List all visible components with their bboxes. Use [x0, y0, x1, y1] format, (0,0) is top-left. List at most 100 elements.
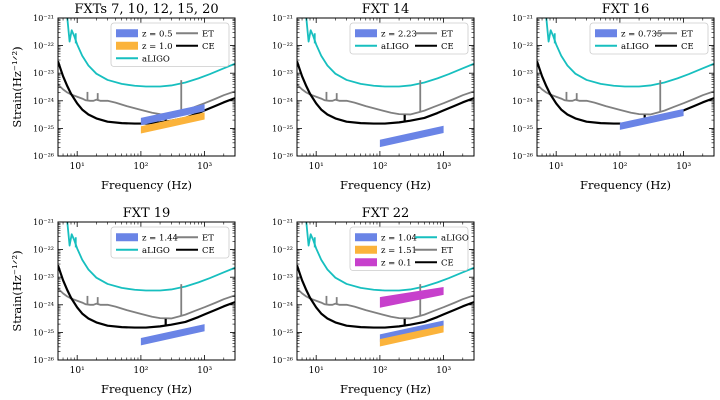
band-z0-1 [379, 287, 444, 308]
panel-fxt-16: FXT 16 Frequency (Hz) 10⁻²⁶ 10⁻²⁵ 10⁻²⁴ 10⁻… [512, 2, 715, 192]
y-tick-label: 10⁻²⁴ [272, 301, 293, 310]
y-tick-label: 10⁻²⁵ [272, 124, 293, 133]
legend-swatch [355, 258, 377, 267]
y-tick-label: 10⁻²¹ [33, 218, 54, 227]
x-tick-label: 10² [372, 162, 387, 172]
plot-area [297, 222, 474, 347]
plot-frame [57, 221, 236, 361]
y-axis-label: Strain(Hz⁻¹ᐟ²) [10, 46, 24, 127]
legend-label: z = 1.0 [142, 42, 173, 52]
y-tick-label: 10⁻²⁶ [33, 152, 54, 161]
y-tick-label: 10⁻²¹ [272, 218, 293, 227]
ce-curve [58, 60, 235, 125]
plot-area [537, 18, 714, 130]
legend-label: aLIGO [142, 54, 170, 64]
legend-label: aLIGO [441, 233, 469, 243]
legend-swatch [116, 233, 138, 242]
y-tick-label: 10⁻²⁴ [33, 97, 54, 106]
x-axis-label: Frequency (Hz) [580, 178, 671, 192]
y-tick-label: 10⁻²⁵ [33, 328, 54, 337]
y-tick-label: 10⁻²¹ [33, 14, 54, 23]
panel-title: FXT 16 [602, 2, 650, 17]
y-tick-label: 10⁻²⁶ [272, 356, 293, 365]
legend: z = 1.04 aLIGO z = 1.51 ET z = 0.1 CE [349, 226, 469, 271]
x-tick-label: 10³ [436, 162, 451, 172]
ce-curve [537, 60, 714, 125]
x-tick-label: 10³ [197, 162, 212, 172]
plot-area [58, 18, 235, 134]
legend-label: aLIGO [142, 246, 170, 256]
legend-label: ET [441, 246, 453, 256]
plot-frame [536, 17, 715, 157]
x-tick-label: 10¹ [70, 366, 85, 376]
x-tick-label: 10¹ [309, 366, 324, 376]
x-axis-label: Frequency (Hz) [340, 382, 431, 396]
aligo-curve [66, 18, 235, 88]
et-curve [58, 287, 235, 320]
x-tick-label: 10³ [676, 162, 691, 172]
band-z1-44 [140, 324, 205, 346]
legend-label: ET [681, 29, 693, 39]
legend-label: z = 2.23 [381, 29, 417, 39]
legend-label: z = 1.04 [381, 233, 417, 243]
y-tick-label: 10⁻²² [512, 42, 533, 51]
legend-box [349, 22, 469, 55]
band-z2-23 [379, 125, 444, 148]
x-axis-label: Frequency (Hz) [340, 178, 431, 192]
legend-label: CE [441, 258, 454, 268]
y-tick-label: 10⁻²³ [272, 273, 293, 282]
plot-frame [57, 17, 236, 157]
plot-area [297, 18, 474, 148]
x-tick-label: 10² [612, 162, 627, 172]
panel-fxt-7-10-12-15-20: FXTs 7, 10, 12, 15, 20 Frequency (Hz) St… [10, 2, 236, 192]
legend-label: z = 0.1 [381, 258, 412, 268]
legend-box [110, 22, 230, 67]
legend-label: z = 1.44 [142, 233, 178, 243]
y-tick-label: 10⁻²³ [33, 273, 54, 282]
panel-title: FXT 22 [362, 206, 410, 221]
legend-swatch [116, 29, 138, 38]
x-tick-label: 10² [133, 162, 148, 172]
panel-title: FXT 14 [362, 2, 410, 17]
x-tick-label: 10³ [436, 366, 451, 376]
x-axis-label: Frequency (Hz) [101, 178, 192, 192]
legend-label: aLIGO [621, 42, 649, 52]
legend-label: ET [441, 29, 453, 39]
plot-frame [296, 221, 475, 361]
et-curve [297, 83, 474, 116]
legend-swatch [355, 233, 377, 242]
legend-box [589, 22, 709, 55]
legend-label: aLIGO [381, 42, 409, 52]
y-tick-label: 10⁻²² [272, 42, 293, 51]
legend-swatch [116, 41, 138, 50]
x-axis-label: Frequency (Hz) [101, 382, 192, 396]
y-tick-label: 10⁻²⁶ [33, 356, 54, 365]
ce-curve [58, 264, 235, 329]
band-z0-5 [140, 104, 205, 126]
legend-label: CE [441, 42, 454, 52]
plot-area [58, 222, 235, 346]
aligo-curve [66, 222, 235, 292]
et-curve [297, 287, 474, 320]
x-tick-label: 10¹ [549, 162, 564, 172]
legend: z = 0.5 ET z = 1.0 CE aLIGO [110, 22, 230, 67]
y-tick-label: 10⁻²⁶ [512, 152, 533, 161]
band-z0-735 [619, 108, 684, 130]
y-tick-label: 10⁻²¹ [272, 14, 293, 23]
legend-label: CE [681, 42, 694, 52]
y-tick-label: 10⁻²⁴ [33, 301, 54, 310]
band-z1-51 [379, 325, 444, 347]
y-tick-label: 10⁻²¹ [512, 14, 533, 23]
legend-label: CE [202, 246, 215, 256]
legend-label: z = 0.5 [142, 29, 173, 39]
x-tick-label: 10³ [197, 366, 212, 376]
legend-swatch [595, 29, 617, 38]
aligo-curve [545, 18, 714, 88]
x-tick-label: 10² [133, 366, 148, 376]
y-tick-label: 10⁻²⁶ [272, 152, 293, 161]
panel-fxt-22: FXT 22 Frequency (Hz) 10⁻²⁶ 10⁻²⁵ 10⁻²⁴ 10⁻… [272, 206, 475, 396]
legend-swatch [355, 245, 377, 254]
y-tick-label: 10⁻²² [272, 246, 293, 255]
ce-curve [297, 264, 474, 329]
aligo-curve [305, 222, 474, 292]
